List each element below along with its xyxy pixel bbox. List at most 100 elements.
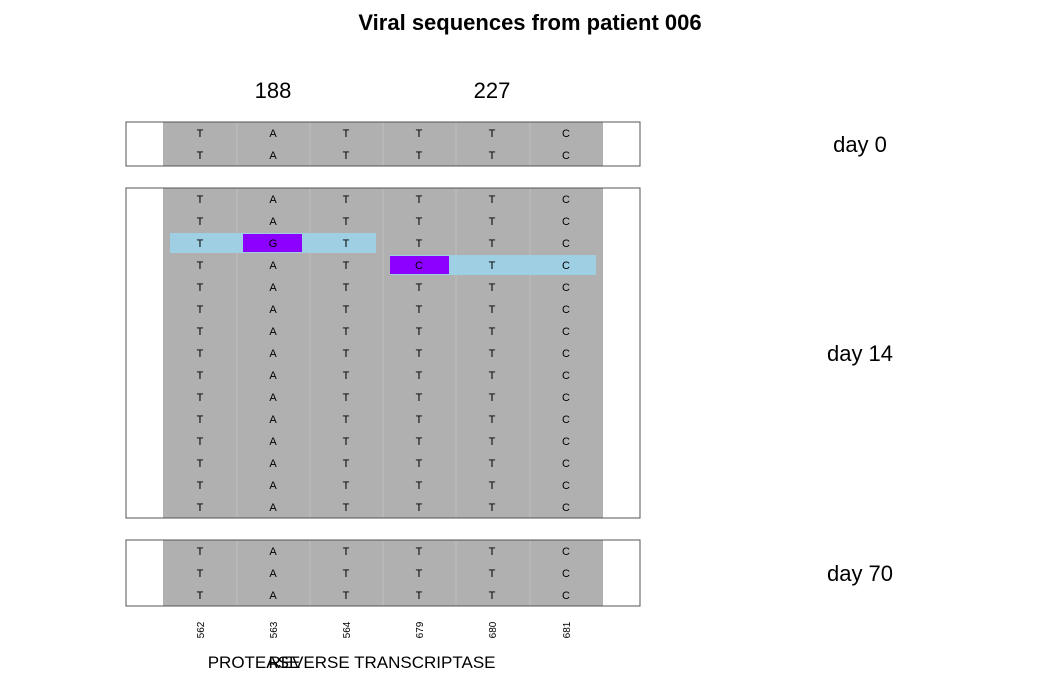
mutation-highlight — [243, 234, 302, 252]
base-cell: T — [343, 370, 350, 382]
base-cell: A — [269, 502, 277, 514]
base-cell: T — [343, 590, 350, 602]
base-cell: T — [343, 480, 350, 492]
base-cell: T — [489, 326, 496, 338]
base-cell: C — [562, 502, 570, 514]
panel-frame — [125, 121, 641, 167]
base-cell: T — [197, 480, 204, 492]
base-cell: T — [489, 546, 496, 558]
base-cell: T — [489, 348, 496, 360]
base-cell: G — [269, 238, 278, 250]
base-cell: T — [489, 150, 496, 162]
base-cell: T — [197, 150, 204, 162]
base-cell: T — [416, 128, 423, 140]
base-cell: A — [269, 370, 277, 382]
base-cell: T — [197, 546, 204, 558]
base-cell: T — [489, 436, 496, 448]
codon-label-188: 188 — [255, 78, 292, 103]
base-cell: T — [197, 502, 204, 514]
base-cell: C — [562, 326, 570, 338]
base-cell: C — [562, 128, 570, 140]
position-label: 562 — [196, 621, 207, 638]
base-cell: T — [343, 326, 350, 338]
base-cell: T — [416, 150, 423, 162]
base-cell: C — [562, 282, 570, 294]
base-cell: T — [197, 348, 204, 360]
base-cell: T — [343, 414, 350, 426]
base-cell: A — [269, 304, 277, 316]
position-label: 564 — [342, 621, 353, 638]
base-cell: A — [269, 326, 277, 338]
base-cell: T — [343, 568, 350, 580]
base-cell: T — [489, 128, 496, 140]
base-cell: A — [269, 150, 277, 162]
base-cell: T — [489, 568, 496, 580]
base-cell: C — [562, 150, 570, 162]
base-cell: T — [416, 216, 423, 228]
base-cell: T — [489, 480, 496, 492]
base-cell: T — [489, 414, 496, 426]
base-cell: A — [269, 414, 277, 426]
panel-day-14: T A T T T CT A T T T CT G T T T CT A T C T CT A T T T CT A T T T CT A T T… — [125, 187, 893, 519]
base-cell: T — [416, 590, 423, 602]
base-cell: T — [489, 194, 496, 206]
panel-frame — [125, 539, 641, 607]
base-cell: T — [197, 458, 204, 470]
base-cell: T — [416, 348, 423, 360]
base-cell: T — [197, 282, 204, 294]
base-cell: T — [343, 260, 350, 272]
base-cell: T — [197, 194, 204, 206]
base-cell: A — [269, 568, 277, 580]
base-cell: C — [562, 194, 570, 206]
base-cell: A — [269, 590, 277, 602]
base-cell: T — [416, 502, 423, 514]
base-cell: A — [269, 128, 277, 140]
mutation-highlight — [390, 256, 449, 274]
base-cell: T — [416, 304, 423, 316]
base-cell: T — [197, 370, 204, 382]
base-cell: A — [269, 216, 277, 228]
position-label: 680 — [488, 621, 499, 638]
base-cell: T — [343, 216, 350, 228]
base-cell: C — [562, 480, 570, 492]
base-cell: T — [489, 502, 496, 514]
base-cell: T — [489, 282, 496, 294]
base-cell: T — [416, 414, 423, 426]
base-cell: T — [416, 370, 423, 382]
base-cell: A — [269, 194, 277, 206]
base-cell: T — [343, 128, 350, 140]
base-cell: T — [197, 128, 204, 140]
base-cell: T — [416, 194, 423, 206]
base-cell: T — [416, 458, 423, 470]
day-label: day 70 — [827, 561, 893, 586]
base-cell: T — [416, 238, 423, 250]
panel-frame — [125, 187, 641, 519]
figure-title: Viral sequences from patient 006 — [358, 10, 701, 35]
base-cell: T — [489, 216, 496, 228]
base-cell: T — [343, 150, 350, 162]
base-cell: T — [416, 392, 423, 404]
position-label: 681 — [562, 621, 573, 638]
base-cell: C — [562, 414, 570, 426]
base-cell: T — [343, 502, 350, 514]
base-cell: C — [562, 216, 570, 228]
base-cell: C — [562, 568, 570, 580]
base-cell: T — [343, 546, 350, 558]
base-cell: T — [416, 546, 423, 558]
base-cell: T — [197, 590, 204, 602]
base-cell: A — [269, 348, 277, 360]
base-cell: A — [269, 436, 277, 448]
position-labels: 562 563 564 679 680 681 — [196, 621, 573, 638]
base-cell: C — [562, 260, 570, 272]
base-cell: T — [197, 392, 204, 404]
base-cell: C — [562, 348, 570, 360]
base-cell: C — [562, 590, 570, 602]
base-cell: T — [343, 238, 350, 250]
base-cell: T — [489, 392, 496, 404]
base-cell: T — [343, 194, 350, 206]
base-cell: C — [562, 392, 570, 404]
base-cell: C — [562, 436, 570, 448]
